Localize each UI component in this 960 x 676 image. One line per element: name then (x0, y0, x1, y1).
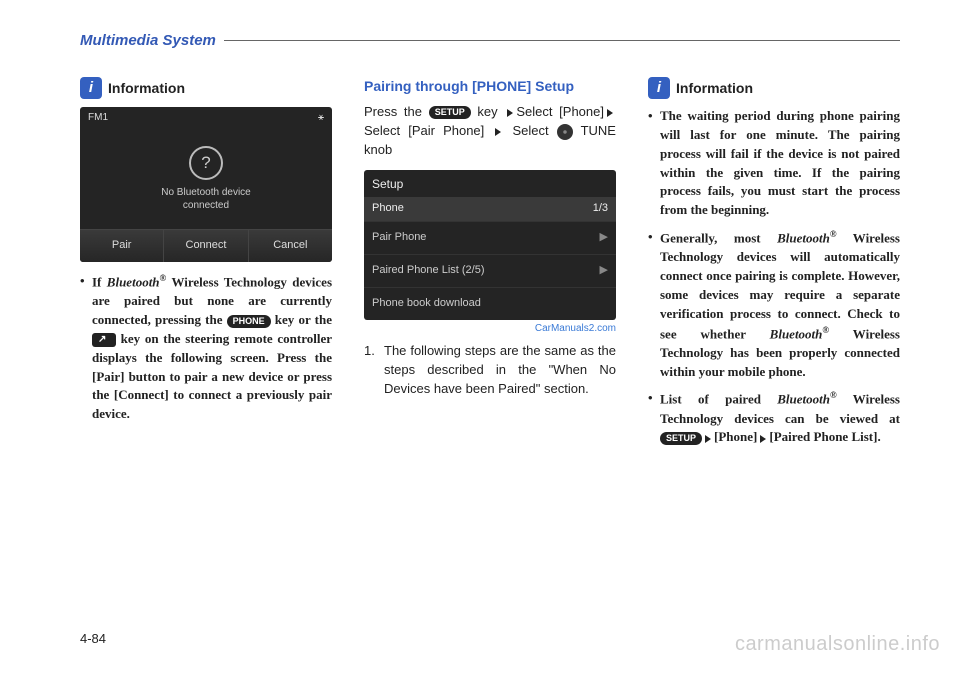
txt: key on the steering remote controller di… (92, 331, 332, 421)
txt: ® (830, 229, 837, 239)
info-icon: i (648, 77, 670, 99)
txt: key or the (271, 312, 332, 327)
page-number: 4-84 (80, 631, 106, 646)
question-icon: ? (189, 146, 223, 180)
tri-icon (495, 128, 501, 136)
txt: Select (512, 123, 556, 138)
phone-pill: PHONE (227, 315, 271, 328)
column-right: i Information • The waiting period durin… (648, 77, 900, 455)
shot2-row: Paired Phone List (2/5) ▶ (364, 254, 616, 287)
shot-btn-cancel: Cancel (249, 230, 332, 262)
info-title: Information (108, 78, 185, 98)
txt: Phone (372, 201, 404, 217)
watermark-large: carmanualsonline.info (735, 633, 940, 656)
txt: Bluetooth (777, 230, 830, 245)
shot2-sub: Phone 1/3 (364, 197, 616, 221)
tri-icon (760, 435, 766, 443)
info-header-left: i Information (80, 77, 332, 99)
txt: Press the (364, 104, 429, 119)
txt: Setup (372, 176, 403, 193)
txt: If (92, 274, 107, 289)
section-title: Pairing through [PHONE] Setup (364, 77, 616, 95)
bullet-col3-1: • The waiting period during phone pairin… (648, 107, 900, 220)
txt: [Phone] (714, 429, 757, 444)
txt: Bluetooth (770, 326, 823, 341)
page-header: Multimedia System (80, 32, 900, 49)
chevron-right-icon: ▶ (600, 230, 608, 246)
txt: Select [Phone] (516, 104, 604, 119)
txt: Pair Phone (372, 230, 426, 246)
tri-icon (507, 109, 513, 117)
setup-pill: SETUP (660, 432, 702, 445)
txt: List of paired (660, 392, 777, 407)
info-header-right: i Information (648, 77, 900, 99)
txt: Paired Phone List (2/5) (372, 263, 485, 279)
txt: The following steps are the same as the … (384, 342, 616, 399)
chevron-right-icon: ▶ (600, 263, 608, 279)
txt: Bluetooth (777, 392, 830, 407)
column-mid: Pairing through [PHONE] Setup Press the … (364, 77, 616, 455)
shot-fm-label: FM1 (88, 111, 108, 126)
txt: ® (830, 390, 837, 400)
txt: Generally, most (660, 230, 777, 245)
shot2-row: Pair Phone ▶ (364, 221, 616, 254)
txt: The waiting period during phone pairing … (660, 107, 900, 220)
txt: Select [Pair Phone] (364, 123, 492, 138)
shot-bt-icon: ⚹ (318, 111, 324, 126)
column-left: i Information FM1 ⚹ ? No Bluetooth devic… (80, 77, 332, 455)
header-rule (224, 40, 900, 42)
bullet-col3-3: • List of paired Bluetooth® Wireless Tec… (648, 389, 900, 447)
txt: 1/3 (593, 201, 608, 217)
shot-msg: No Bluetooth deviceconnected (161, 186, 251, 212)
screenshot-no-bt: FM1 ⚹ ? No Bluetooth deviceconnected Pai… (80, 107, 332, 262)
bullet-col3-2: • Generally, most Bluetooth® Wireless Te… (648, 228, 900, 381)
press-sequence: Press the SETUP key Select [Phone] Select… (364, 103, 616, 160)
watermark-small: CarManuals2.com (364, 322, 616, 337)
info-icon: i (80, 77, 102, 99)
tune-knob-icon (557, 124, 573, 140)
info-title: Information (676, 78, 753, 98)
shot2-row: Phone book download (364, 287, 616, 320)
txt: Wireless Technology devices will automat… (660, 230, 900, 341)
txt: Phone book download (372, 296, 481, 312)
tri-icon (705, 435, 711, 443)
shot-btn-connect: Connect (164, 230, 248, 262)
shot2-title: Setup (364, 170, 616, 197)
header-title: Multimedia System (80, 32, 216, 49)
step-1: 1. The following steps are the same as t… (364, 342, 616, 399)
txt: key (471, 104, 505, 119)
tri-icon (607, 109, 613, 117)
setup-pill: SETUP (429, 106, 471, 119)
bullet-col1: • If Bluetooth® Wireless Technology devi… (80, 272, 332, 424)
txt: Bluetooth (107, 274, 160, 289)
txt: [Paired Phone List]. (769, 429, 880, 444)
call-icon (92, 333, 116, 347)
shot-btn-pair: Pair (80, 230, 164, 262)
txt: 1. (364, 342, 378, 399)
screenshot-setup: Setup Phone 1/3 Pair Phone ▶ Paired Phon… (364, 170, 616, 320)
shot-status-bar: FM1 ⚹ (80, 107, 332, 130)
